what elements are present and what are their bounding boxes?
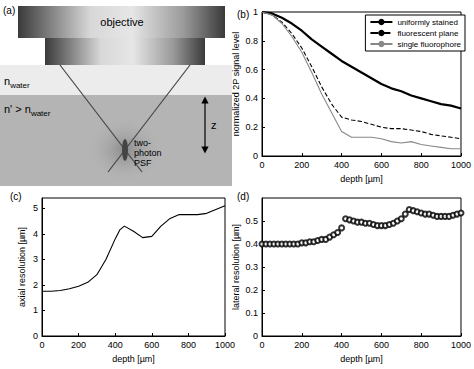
svg-text:z: z: [211, 119, 217, 131]
svg-text:400: 400: [108, 340, 123, 350]
svg-text:1000: 1000: [451, 340, 471, 350]
svg-text:800: 800: [181, 340, 196, 350]
svg-text:1000: 1000: [451, 160, 471, 170]
svg-text:0: 0: [253, 331, 258, 341]
svg-text:(b): (b): [237, 9, 249, 20]
svg-text:800: 800: [414, 160, 429, 170]
svg-text:0.5: 0.5: [245, 216, 258, 226]
svg-text:200: 200: [294, 160, 309, 170]
svg-text:200: 200: [294, 340, 309, 350]
svg-text:0: 0: [259, 160, 264, 170]
svg-text:0.4: 0.4: [245, 239, 258, 249]
svg-text:0: 0: [253, 151, 258, 161]
svg-text:photon: photon: [134, 148, 162, 158]
svg-text:0.6: 0.6: [245, 65, 258, 75]
svg-text:(a): (a): [3, 5, 15, 16]
svg-text:0.8: 0.8: [245, 36, 258, 46]
svg-text:0.1: 0.1: [245, 308, 258, 318]
svg-text:1: 1: [253, 7, 258, 17]
svg-text:(c): (c): [10, 191, 22, 202]
svg-text:600: 600: [374, 340, 389, 350]
svg-text:uniformly stained: uniformly stained: [397, 18, 457, 27]
svg-text:axial resolution [µm]: axial resolution [µm]: [17, 227, 27, 307]
svg-text:4: 4: [33, 229, 38, 239]
svg-text:lateral resolution [µm]: lateral resolution [µm]: [231, 224, 241, 310]
svg-text:2: 2: [33, 280, 38, 290]
svg-text:600: 600: [374, 160, 389, 170]
svg-text:5: 5: [33, 203, 38, 213]
svg-text:PSF: PSF: [134, 158, 152, 168]
svg-text:depth [µm]: depth [µm]: [112, 354, 155, 364]
svg-text:3: 3: [33, 254, 38, 264]
svg-text:1000: 1000: [215, 340, 235, 350]
svg-text:single fluorophore: single fluorophore: [397, 40, 461, 49]
svg-text:0: 0: [39, 340, 44, 350]
svg-text:objective: objective: [100, 16, 143, 28]
svg-text:n' > nwater: n' > nwater: [4, 103, 51, 118]
svg-text:two-: two-: [134, 138, 151, 148]
svg-text:normalized 2P signal level: normalized 2P signal level: [231, 32, 241, 136]
svg-text:200: 200: [71, 340, 86, 350]
svg-text:(d): (d): [237, 191, 249, 202]
svg-text:0.2: 0.2: [245, 122, 258, 132]
svg-text:0: 0: [259, 340, 264, 350]
svg-text:800: 800: [414, 340, 429, 350]
svg-text:fluorescent plane: fluorescent plane: [397, 29, 458, 38]
svg-text:400: 400: [334, 340, 349, 350]
svg-text:0.3: 0.3: [245, 262, 258, 272]
svg-text:depth [µm]: depth [µm]: [340, 354, 383, 364]
svg-text:600: 600: [144, 340, 159, 350]
svg-text:0.4: 0.4: [245, 93, 258, 103]
svg-text:nwater: nwater: [4, 75, 30, 90]
svg-text:400: 400: [334, 160, 349, 170]
svg-text:0: 0: [33, 331, 38, 341]
svg-text:depth [µm]: depth [µm]: [340, 174, 383, 184]
svg-text:0.2: 0.2: [245, 285, 258, 295]
svg-text:1: 1: [33, 305, 38, 315]
